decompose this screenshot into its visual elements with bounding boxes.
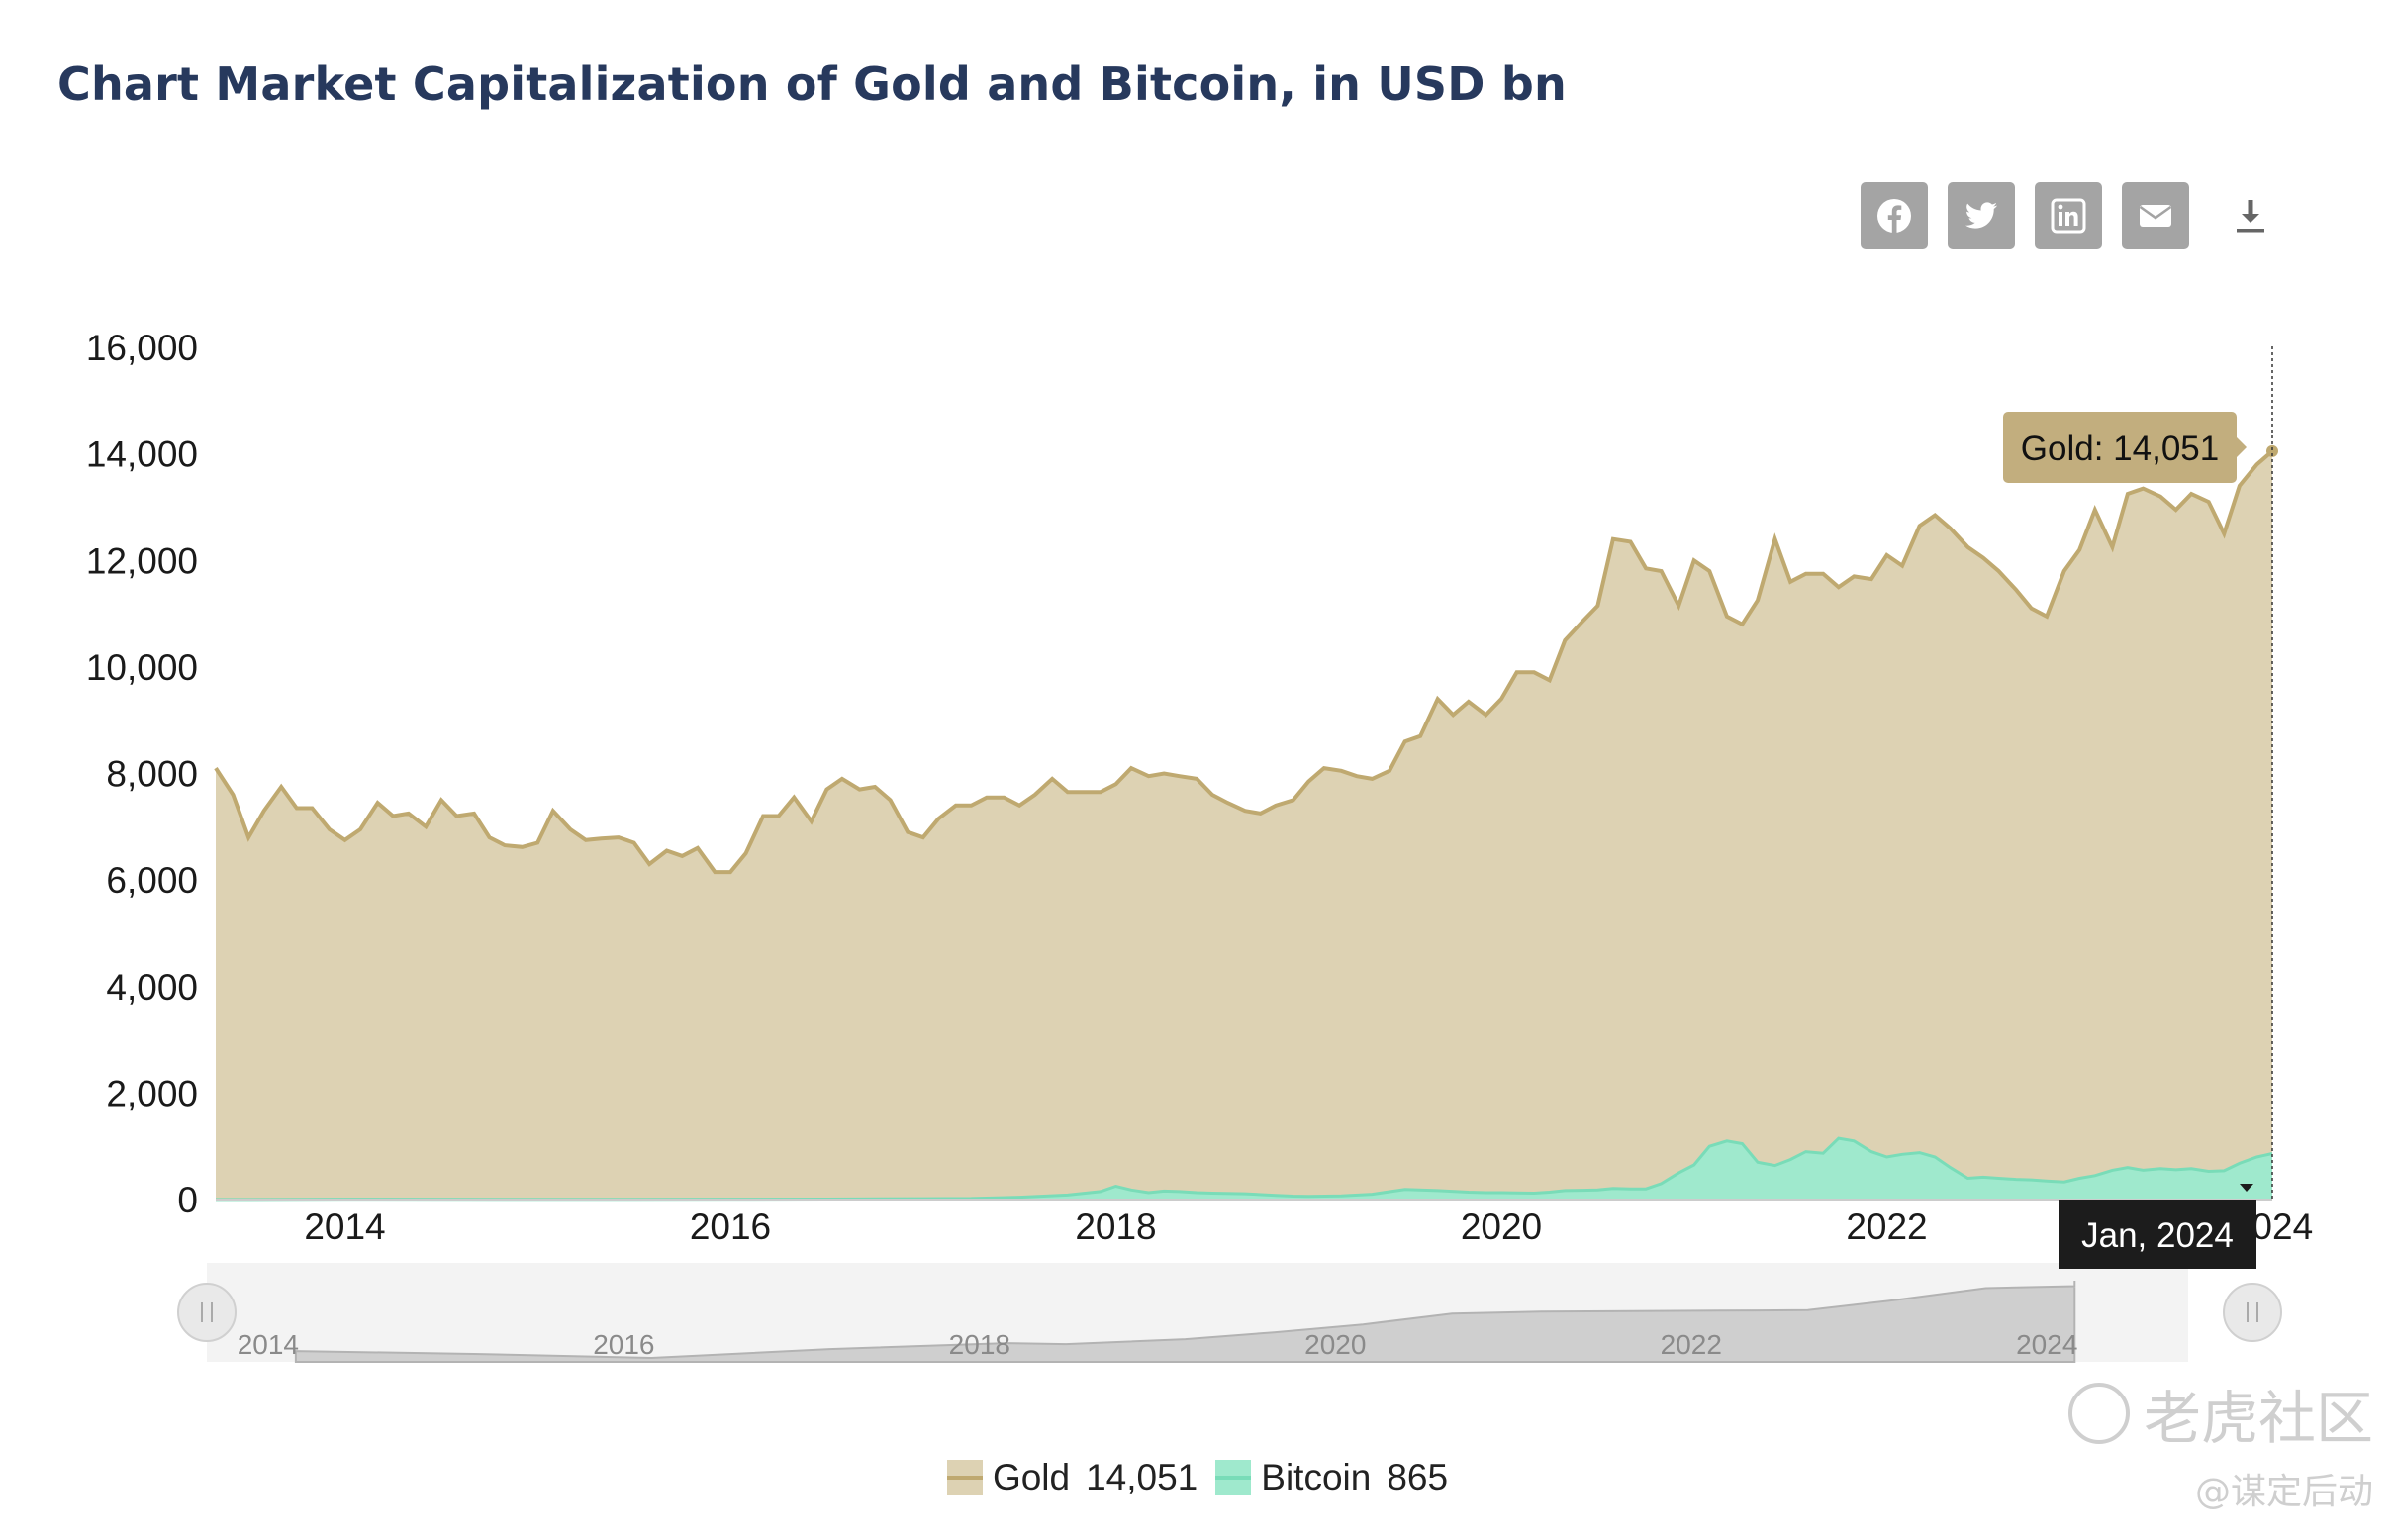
tooltip-text: Gold: 14,051 bbox=[2021, 430, 2219, 468]
download-button[interactable] bbox=[2227, 182, 2274, 249]
download-icon bbox=[2237, 200, 2264, 233]
navigator[interactable]: 2014 2016 2018 2020 2022 2024 bbox=[177, 1263, 2282, 1363]
twitter-icon bbox=[1964, 202, 1997, 229]
facebook-icon bbox=[1877, 199, 1911, 233]
legend-swatch-gold bbox=[946, 1460, 983, 1495]
series-areas bbox=[214, 444, 2278, 1202]
legend-item-gold[interactable]: Gold 14,051 bbox=[946, 1457, 1198, 1498]
gold-point-marker bbox=[2266, 444, 2278, 457]
twitter-button[interactable] bbox=[1948, 182, 2015, 249]
y-tick-label: 0 bbox=[177, 1180, 198, 1220]
navigator-tick-label: 2024 bbox=[2016, 1329, 2077, 1360]
y-tick-label: 8,000 bbox=[106, 754, 198, 795]
legend-label-bitcoin: Bitcoin bbox=[1261, 1457, 1372, 1497]
navigator-tick-label: 2018 bbox=[949, 1329, 1010, 1360]
navigator-tick-label: 2014 bbox=[238, 1329, 299, 1360]
y-axis-labels: 0 2,000 4,000 6,000 8,000 10,000 12,000 14,000 1… bbox=[86, 328, 198, 1220]
gold-line[interactable] bbox=[214, 449, 2274, 875]
x-tick-label: 2020 bbox=[1461, 1206, 1542, 1247]
y-tick-label: 12,000 bbox=[86, 540, 198, 581]
tooltip: Gold: 14,051 bbox=[2003, 412, 2247, 483]
x-axis-labels: 2014 2016 2018 2020 2022 2024 bbox=[304, 1206, 2313, 1247]
navigator-tick-label: 2020 bbox=[1304, 1329, 1366, 1360]
navigator-tick-label: 2016 bbox=[593, 1329, 654, 1360]
gold-area[interactable] bbox=[216, 450, 2272, 1200]
linkedin-button[interactable] bbox=[2035, 182, 2102, 249]
y-tick-label: 2,000 bbox=[106, 1073, 198, 1113]
bitcoin-line[interactable] bbox=[215, 1136, 2273, 1202]
email-icon bbox=[2139, 205, 2172, 227]
legend-swatch-bitcoin bbox=[1215, 1460, 1252, 1495]
crosshair-date-text: Jan, 2024 bbox=[2081, 1216, 2234, 1255]
navigator-tick-label: 2022 bbox=[1661, 1329, 1722, 1360]
x-tick-label: 2014 bbox=[304, 1206, 385, 1247]
watermark: 老虎社区 @谋定后动 bbox=[2067, 1372, 2373, 1514]
crosshair-date-box bbox=[2059, 1200, 2256, 1269]
x-tick-label: 2022 bbox=[1846, 1206, 1927, 1247]
x-tick-label: 2016 bbox=[690, 1206, 771, 1247]
y-tick-label: 6,000 bbox=[106, 860, 198, 901]
facebook-button[interactable] bbox=[1861, 182, 1928, 249]
legend-item-bitcoin[interactable]: Bitcoin 865 bbox=[1215, 1457, 1448, 1498]
linkedin-icon bbox=[2051, 198, 2086, 234]
y-tick-label: 10,000 bbox=[86, 647, 198, 688]
legend-label-gold: Gold bbox=[992, 1457, 1071, 1497]
navigator-handle-left[interactable] bbox=[177, 1283, 237, 1342]
tiger-logo-icon bbox=[2067, 1383, 2130, 1444]
y-tick-label: 4,000 bbox=[106, 967, 198, 1008]
y-tick-label: 16,000 bbox=[86, 328, 198, 368]
legend: Gold 14,051 Bitcoin 865 bbox=[0, 1457, 2395, 1498]
page-title: Chart Market Capitalization of Gold and … bbox=[57, 57, 1567, 111]
tooltip-box bbox=[2003, 412, 2237, 483]
bitcoin-area[interactable] bbox=[216, 1138, 2272, 1200]
navigator-labels: 2014 2016 2018 2020 2022 2024 bbox=[238, 1329, 2078, 1360]
legend-value-bitcoin: 865 bbox=[1387, 1457, 1449, 1497]
x-tick-label: 2018 bbox=[1075, 1206, 1156, 1247]
crosshair-date-label: Jan, 2024 bbox=[2059, 1184, 2256, 1269]
watermark-handle: @谋定后动 bbox=[2194, 1472, 2373, 1512]
legend-value-gold: 14,051 bbox=[1086, 1457, 1198, 1497]
navigator-area bbox=[294, 1281, 2076, 1363]
email-button[interactable] bbox=[2122, 182, 2189, 249]
navigator-handle-right[interactable] bbox=[2223, 1283, 2282, 1342]
tooltip-pointer bbox=[2237, 437, 2247, 457]
watermark-text: 老虎社区 bbox=[2143, 1385, 2373, 1452]
y-tick-label: 14,000 bbox=[86, 434, 198, 475]
crosshair-date-pointer bbox=[2240, 1184, 2253, 1192]
